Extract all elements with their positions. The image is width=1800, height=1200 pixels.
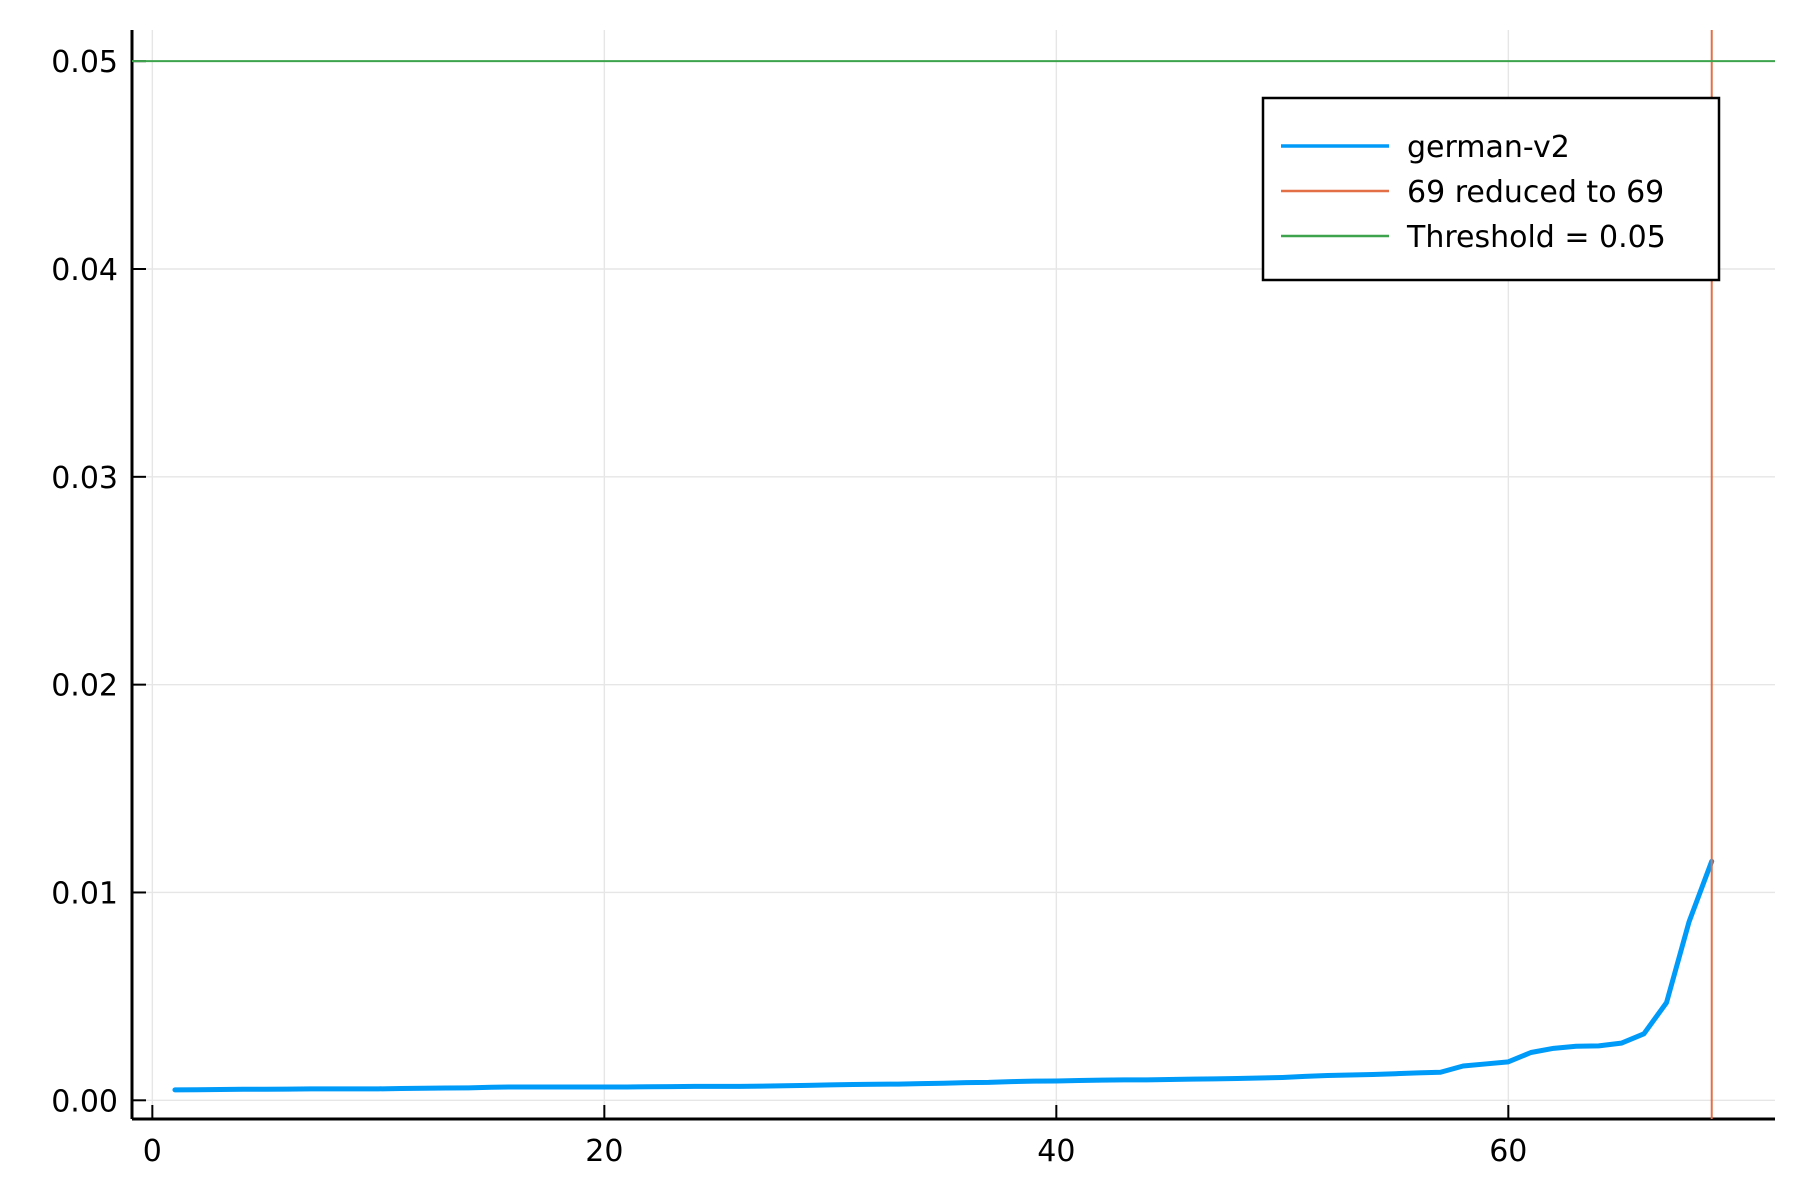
tick-labels: 0 20 40 60 0.00 0.01 0.02 0.03 0.04 0.05	[51, 45, 1527, 1169]
y-tick-label: 0.03	[51, 461, 118, 496]
x-tick-label: 20	[585, 1134, 623, 1169]
x-tick-label: 60	[1489, 1134, 1527, 1169]
legend-box	[1261, 96, 1721, 282]
y-tick-label: 0.05	[51, 45, 118, 80]
x-tick-label: 40	[1037, 1134, 1075, 1169]
y-tick-label: 0.02	[51, 669, 118, 704]
y-tick-label: 0.01	[51, 876, 118, 911]
legend-label: 69 reduced to 69	[1407, 175, 1664, 210]
legend-label: german-v2	[1407, 130, 1570, 165]
legend-label: Threshold = 0.05	[1406, 220, 1666, 255]
y-tick-label: 0.04	[51, 253, 118, 288]
axes	[130, 30, 1775, 1121]
series-line-german-v2	[172, 858, 1715, 1093]
x-tick-label: 0	[143, 1134, 162, 1169]
y-tick-label: 0.00	[51, 1084, 118, 1119]
legend: german-v2 69 reduced to 69 Threshold = 0.0…	[1261, 96, 1721, 282]
